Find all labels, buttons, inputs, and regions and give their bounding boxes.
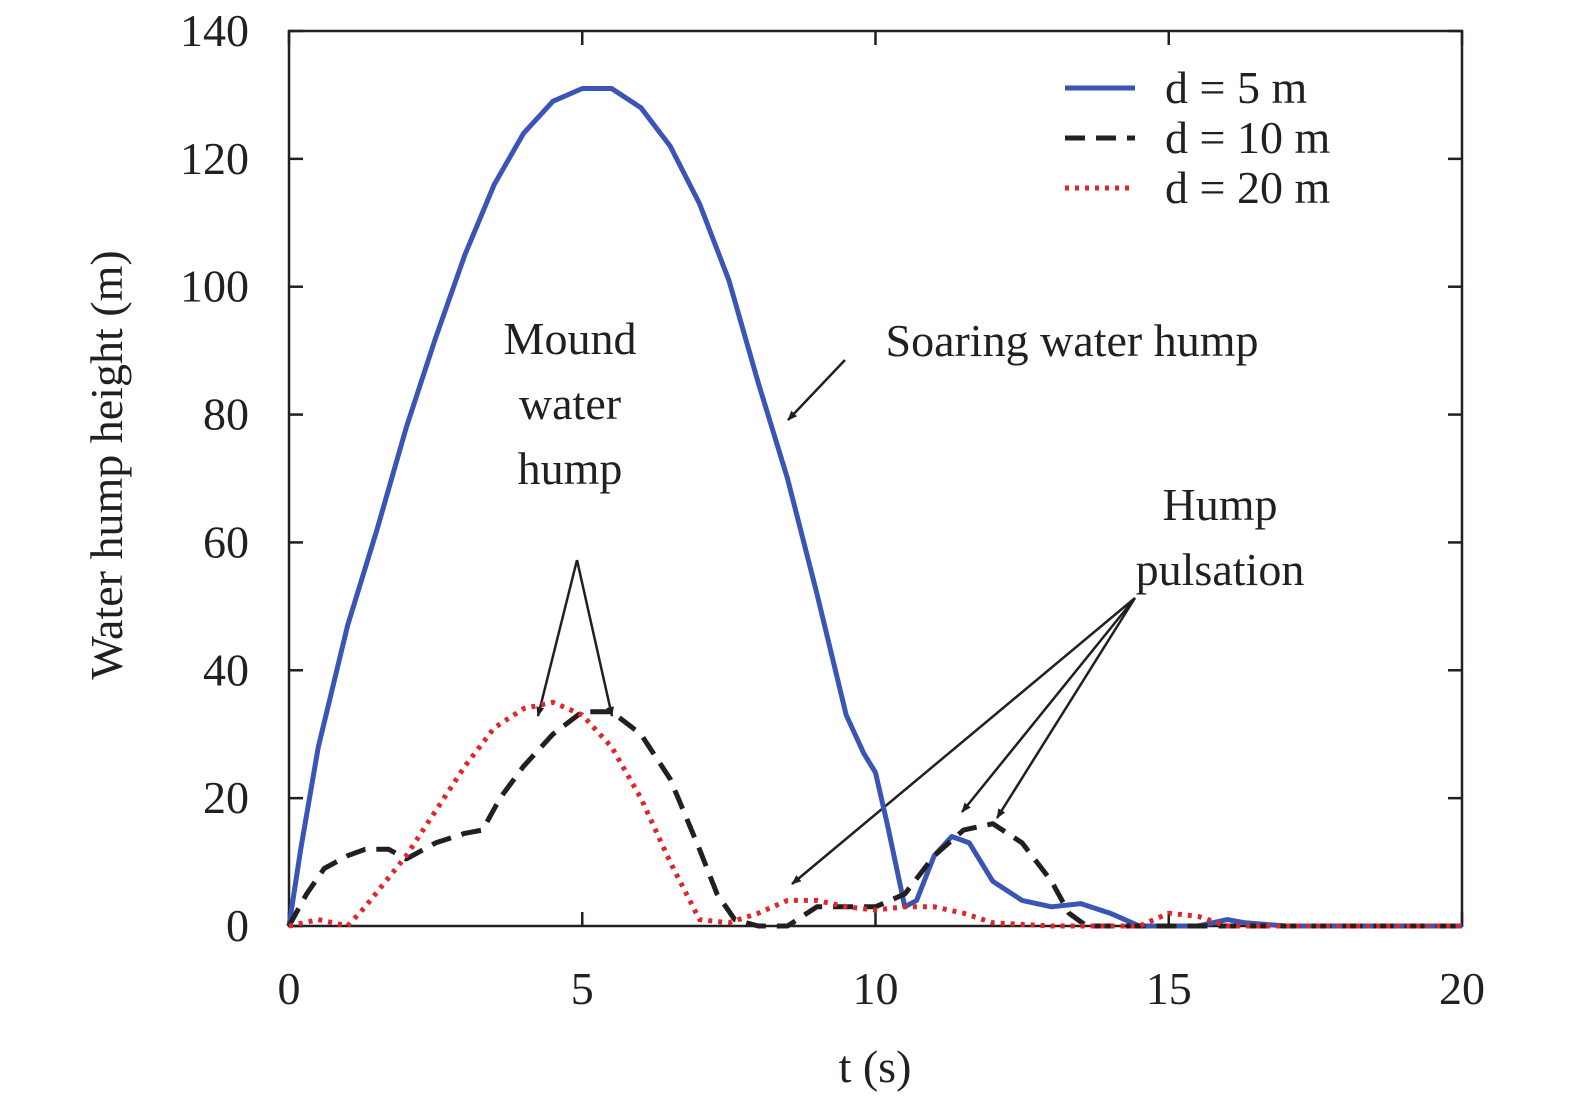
y-tick-label: 140 [180,5,249,56]
arrow [995,597,1137,819]
y-tick-label: 40 [203,644,249,695]
annotation: hump [518,443,623,494]
x-tick-label: 15 [1146,963,1192,1014]
x-tick-label: 0 [278,963,301,1014]
x-axis-label: t (s) [839,1041,912,1092]
y-tick-label: 120 [180,133,249,184]
annotation: pulsation [1136,544,1305,595]
annotation: Soaring water hump [885,315,1258,366]
annotation: water [519,378,621,429]
legend-label: d = 20 m [1165,162,1330,213]
arrow [787,359,846,421]
series-line [286,709,1462,929]
x-tick-label: 20 [1439,963,1485,1014]
y-tick-label: 60 [203,516,249,567]
series-line [288,699,1462,929]
arrow [575,559,614,717]
arrow [791,597,1136,885]
annotation: Mound [504,313,637,364]
arrow [961,597,1136,813]
y-axis-label: Water hump height (m) [81,250,132,679]
y-tick-label: 20 [203,772,249,823]
y-tick-label: 100 [180,261,249,312]
legend-label: d = 10 m [1165,112,1330,163]
annotation: Hump [1163,479,1278,530]
x-tick-label: 10 [853,963,899,1014]
series-line [286,86,1462,929]
annotation-arrows [536,359,1137,885]
x-tick-label: 5 [571,963,594,1014]
y-tick-label: 80 [203,389,249,440]
legend-label: d = 5 m [1165,62,1307,113]
y-tick-label: 0 [226,900,249,951]
arrow [536,559,579,717]
